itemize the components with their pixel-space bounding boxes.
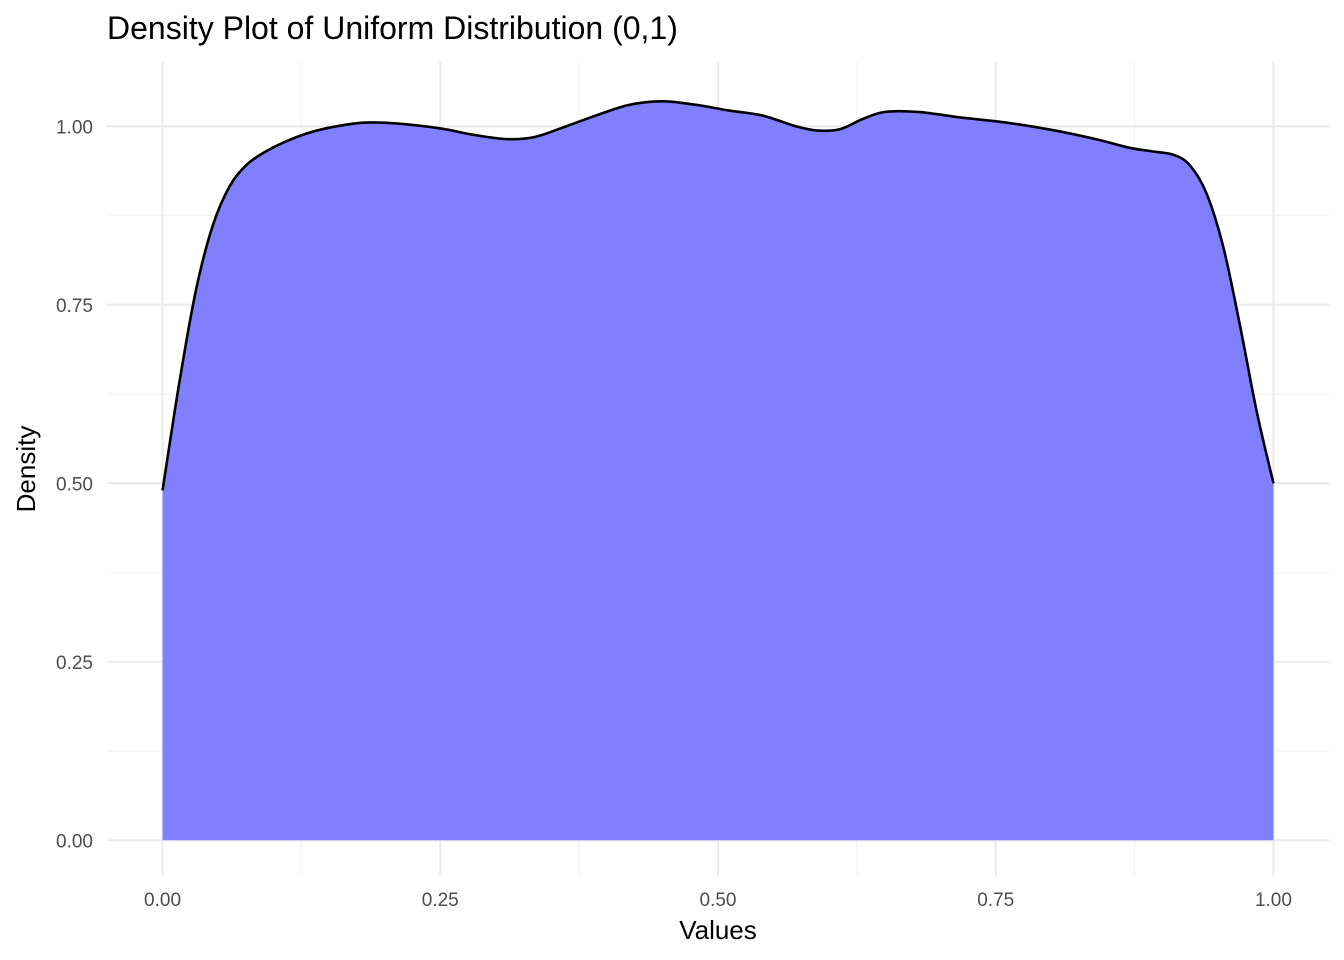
y-tick-label: 0.75 xyxy=(56,296,93,317)
chart-title: Density Plot of Uniform Distribution (0,… xyxy=(107,10,678,46)
x-tick-label: 1.00 xyxy=(1255,890,1292,911)
y-tick-label: 0.25 xyxy=(56,653,93,674)
y-axis-title: Density xyxy=(11,426,41,513)
x-tick-label: 0.25 xyxy=(422,890,459,911)
x-axis-ticks: 0.00 0.25 0.50 0.75 1.00 xyxy=(144,890,1292,911)
y-tick-label: 0.00 xyxy=(56,831,93,852)
x-tick-label: 0.50 xyxy=(700,890,737,911)
density-line xyxy=(161,99,1275,491)
x-tick-label: 0.75 xyxy=(977,890,1014,911)
y-tick-label: 0.50 xyxy=(56,474,93,495)
density-fill xyxy=(162,101,1274,841)
x-tick-label: 0.00 xyxy=(144,890,181,911)
density-area xyxy=(161,99,1275,841)
y-tick-label: 1.00 xyxy=(56,117,93,138)
y-axis-ticks: 0.00 0.25 0.50 0.75 1.00 xyxy=(56,117,93,852)
x-axis-title: Values xyxy=(679,915,757,945)
